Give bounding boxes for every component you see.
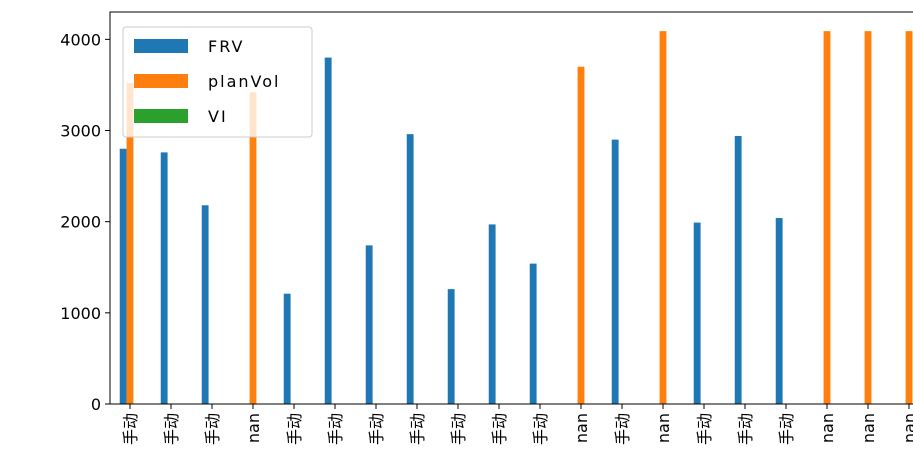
x-tick-label: 手动 — [162, 413, 181, 445]
bar — [119, 148, 127, 404]
x-tick-label: 手动 — [695, 413, 714, 445]
bar — [447, 289, 455, 404]
x-tick-label: nan — [818, 413, 837, 443]
y-tick-label: 0 — [91, 395, 101, 414]
bar — [577, 66, 585, 404]
x-tick-label: 手动 — [777, 413, 796, 445]
y-tick-label: 1000 — [60, 304, 101, 323]
bar — [201, 205, 209, 404]
bar — [693, 222, 701, 404]
x-tick-label: nan — [859, 413, 878, 443]
bar — [406, 134, 414, 404]
bar — [365, 245, 373, 404]
legend-swatch — [134, 39, 188, 53]
bar — [775, 218, 783, 404]
x-tick-label: 手动 — [285, 413, 304, 445]
x-tick-label: 手动 — [203, 413, 222, 445]
legend-swatch — [134, 109, 188, 123]
bar — [324, 57, 332, 405]
x-tick-label: 手动 — [408, 413, 427, 445]
x-tick-label: 手动 — [490, 413, 509, 445]
y-tick-label: 3000 — [60, 122, 101, 141]
x-tick-label: nan — [572, 413, 591, 443]
x-tick-label: 手动 — [449, 413, 468, 445]
x-tick-label: 手动 — [613, 413, 632, 445]
bar — [864, 31, 872, 404]
bar — [488, 224, 496, 404]
x-tick-label: nan — [900, 413, 913, 443]
bar — [823, 31, 831, 404]
bar — [734, 135, 742, 405]
x-tick-label: 手动 — [736, 413, 755, 445]
legend-swatch — [134, 74, 188, 88]
bar — [160, 152, 168, 404]
y-tick-label: 4000 — [60, 30, 101, 49]
bar — [905, 31, 913, 404]
x-tick-label: nan — [654, 413, 673, 443]
x-tick-label: 手动 — [531, 413, 550, 445]
x-tick-label: 手动 — [121, 413, 140, 445]
x-tick-label: 手动 — [367, 413, 386, 445]
x-tick-label: nan — [244, 413, 263, 443]
bar — [611, 139, 619, 404]
legend-label: FRV — [208, 37, 244, 56]
bar — [659, 31, 667, 404]
bar — [283, 293, 291, 404]
legend-label: VI — [208, 107, 228, 126]
bar — [249, 92, 257, 404]
bar — [529, 263, 537, 404]
legend: FRV planVol VI — [122, 26, 313, 138]
plot-frame — [109, 11, 913, 405]
legend-label: planVol — [208, 72, 280, 91]
bar — [126, 83, 134, 404]
x-tick-label: 手动 — [326, 413, 345, 445]
y-tick-label: 2000 — [60, 213, 101, 232]
